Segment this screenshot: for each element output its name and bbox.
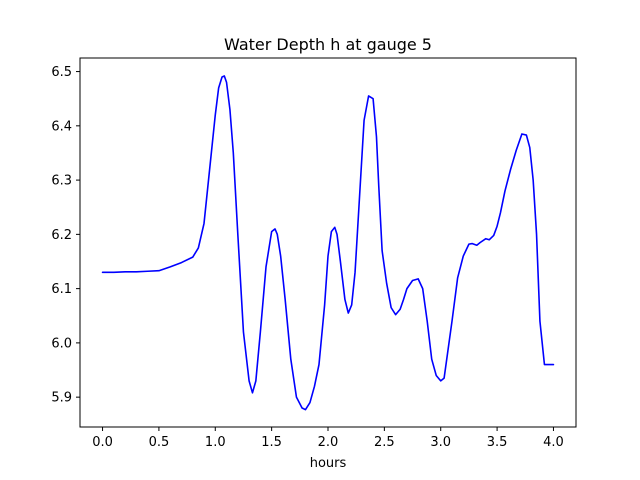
x-tick-label: 2.0 [318,435,339,450]
y-tick-label: 6.5 [51,65,72,80]
x-tick-label: 3.5 [487,435,508,450]
series-line-0 [101,75,555,411]
plot-frame [79,57,577,428]
y-tick-label: 6.4 [51,119,72,134]
y-tick-label: 6.3 [51,174,72,189]
series-layer [101,75,555,411]
x-tick-label: 0.5 [149,435,170,450]
y-tick-label: 6.2 [51,228,72,243]
y-tick-label: 5.9 [51,391,72,406]
x-tick-label: 4.0 [543,435,564,450]
y-axis: 5.9 6.0 6.1 6.2 6.3 6.4 6.5 [51,65,80,406]
x-tick-label: 2.5 [374,435,395,450]
y-tick-label: 6.1 [51,282,72,297]
x-tick-label: 0.0 [92,435,113,450]
x-tick-label: 1.5 [261,435,282,450]
x-tick-label: 1.0 [205,435,226,450]
x-axis: 0.0 0.5 1.0 1.5 2.0 2.5 3.0 3.5 4.0 [92,427,564,450]
y-tick-label: 6.0 [51,336,72,351]
x-axis-title: hours [310,456,347,471]
chart-title: Water Depth h at gauge 5 [224,35,432,54]
x-tick-label: 3.0 [430,435,451,450]
plot-area [79,57,577,428]
